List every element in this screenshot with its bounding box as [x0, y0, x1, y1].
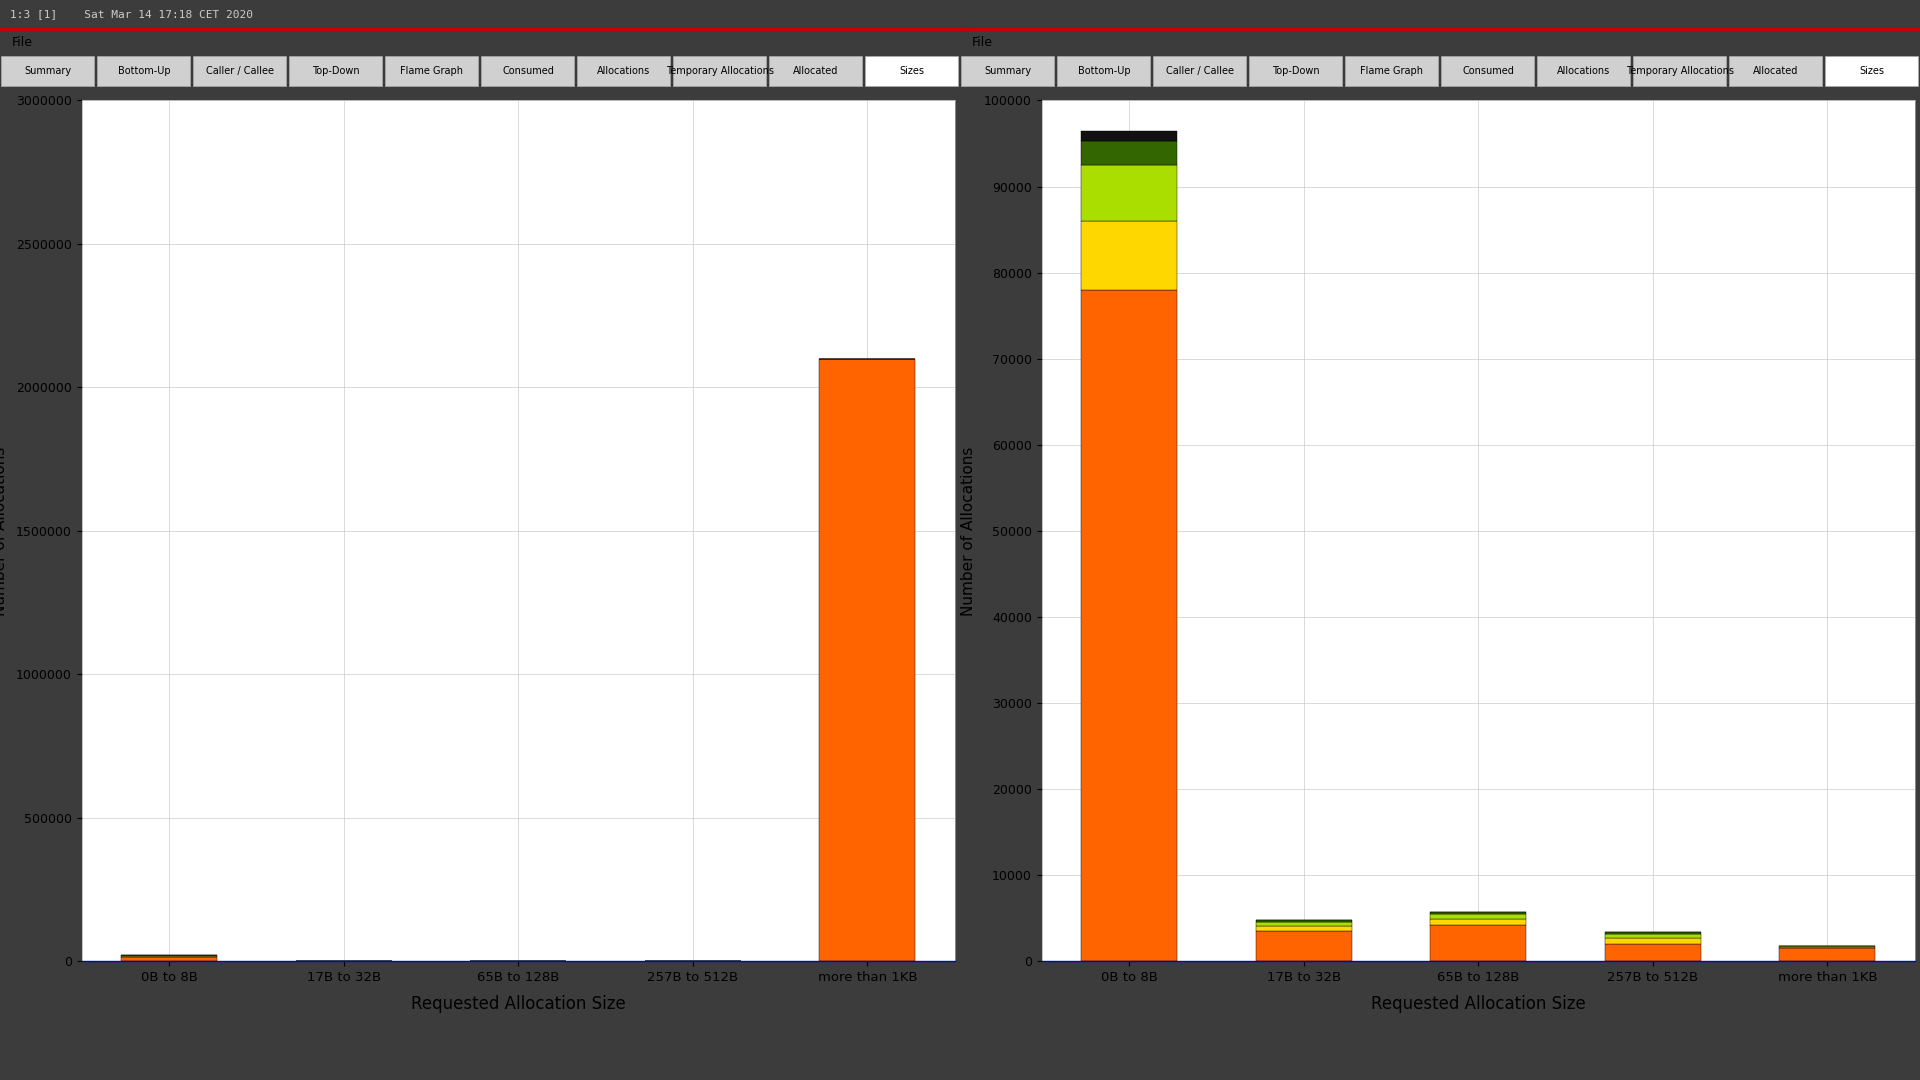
Text: Sizes: Sizes	[899, 66, 925, 77]
Bar	[674, 56, 766, 86]
Bar	[1780, 948, 1876, 961]
X-axis label: Requested Allocation Size: Requested Allocation Size	[411, 995, 626, 1013]
Text: Caller / Callee: Caller / Callee	[205, 66, 275, 77]
Text: Allocations: Allocations	[597, 66, 651, 77]
Bar	[1081, 221, 1177, 289]
Text: Consumed: Consumed	[501, 66, 555, 77]
Text: Sizes: Sizes	[1859, 66, 1885, 77]
Bar	[1081, 165, 1177, 221]
Bar	[1248, 56, 1342, 86]
Bar	[1605, 944, 1701, 961]
Bar	[1605, 939, 1701, 944]
Bar	[1536, 56, 1630, 86]
Bar	[0, 56, 94, 86]
Bar	[1081, 131, 1177, 140]
Bar	[1440, 56, 1534, 86]
Text: File: File	[972, 37, 993, 50]
Text: Flame Graph: Flame Graph	[401, 66, 463, 77]
Bar	[962, 56, 1054, 86]
Text: Flame Graph: Flame Graph	[1361, 66, 1423, 77]
Text: Allocated: Allocated	[793, 66, 839, 77]
Bar	[96, 56, 190, 86]
Bar	[1256, 920, 1352, 922]
Text: Bottom-Up: Bottom-Up	[1077, 66, 1131, 77]
X-axis label: Requested Allocation Size: Requested Allocation Size	[1371, 995, 1586, 1013]
Text: Temporary Allocations: Temporary Allocations	[1626, 66, 1734, 77]
Bar	[384, 56, 478, 86]
Bar	[1152, 56, 1246, 86]
Bar	[192, 56, 286, 86]
Bar	[1056, 56, 1150, 86]
Text: Summary: Summary	[25, 66, 71, 77]
Bar	[121, 957, 217, 961]
Bar	[1256, 931, 1352, 961]
Bar	[1605, 934, 1701, 939]
Text: Allocated: Allocated	[1753, 66, 1799, 77]
Bar	[864, 56, 958, 86]
Text: File: File	[12, 37, 33, 50]
Bar	[1081, 140, 1177, 165]
Bar	[1430, 915, 1526, 919]
Bar	[1605, 932, 1701, 934]
Bar	[1256, 922, 1352, 926]
Bar	[1344, 56, 1438, 86]
Bar	[1728, 56, 1822, 86]
Bar	[1430, 926, 1526, 961]
Text: Top-Down: Top-Down	[313, 66, 359, 77]
Text: Summary: Summary	[985, 66, 1031, 77]
Text: 1:3 [1]    Sat Mar 14 17:18 CET 2020: 1:3 [1] Sat Mar 14 17:18 CET 2020	[10, 9, 253, 19]
Bar	[576, 56, 670, 86]
Text: Bottom-Up: Bottom-Up	[117, 66, 171, 77]
Bar	[1430, 919, 1526, 926]
Text: Caller / Callee: Caller / Callee	[1165, 66, 1235, 77]
Text: Top-Down: Top-Down	[1273, 66, 1319, 77]
Bar	[768, 56, 862, 86]
Bar	[1081, 289, 1177, 961]
Bar	[820, 359, 916, 961]
Bar	[1256, 926, 1352, 931]
Bar	[1632, 56, 1726, 86]
Y-axis label: Number of Allocations: Number of Allocations	[960, 446, 975, 616]
Text: Allocations: Allocations	[1557, 66, 1611, 77]
Bar	[1430, 913, 1526, 915]
Y-axis label: Number of Allocations: Number of Allocations	[0, 446, 8, 616]
Text: Consumed: Consumed	[1461, 66, 1515, 77]
Bar	[480, 56, 574, 86]
Bar	[290, 56, 382, 86]
Bar	[1780, 947, 1876, 948]
Bar	[1824, 56, 1918, 86]
Text: Temporary Allocations: Temporary Allocations	[666, 66, 774, 77]
